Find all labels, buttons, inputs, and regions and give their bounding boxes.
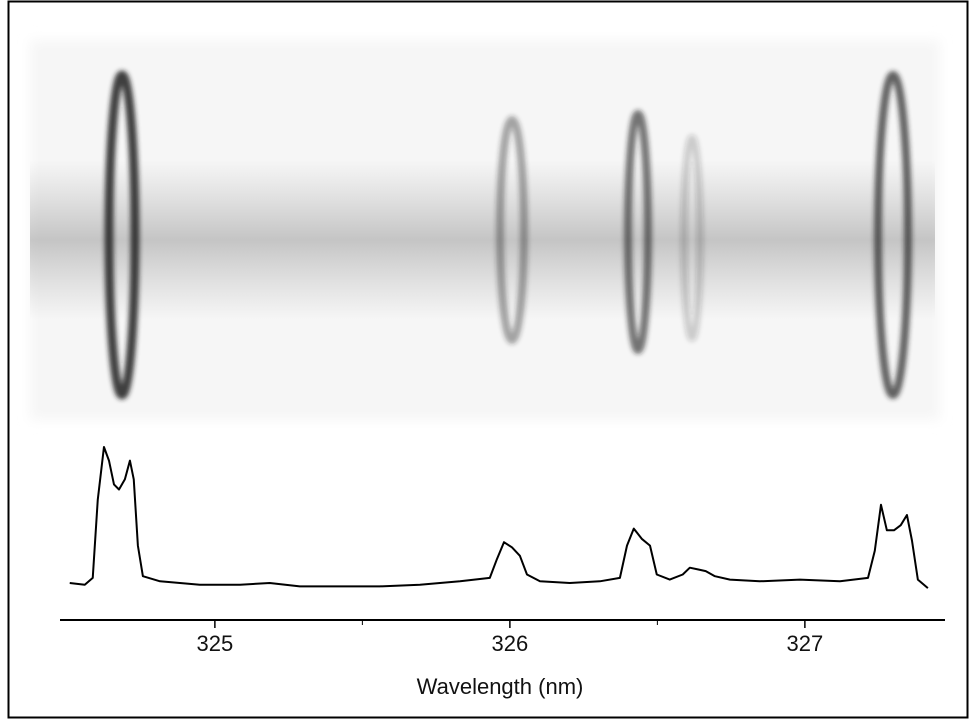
spectrum-line <box>69 446 929 589</box>
x-tick-label: 325 <box>197 631 234 656</box>
x-tick-label: 327 <box>787 631 824 656</box>
x-tick-label: 326 <box>492 631 529 656</box>
spectrum-image <box>30 40 940 420</box>
x-axis-title: Wavelength (nm) <box>417 674 584 699</box>
